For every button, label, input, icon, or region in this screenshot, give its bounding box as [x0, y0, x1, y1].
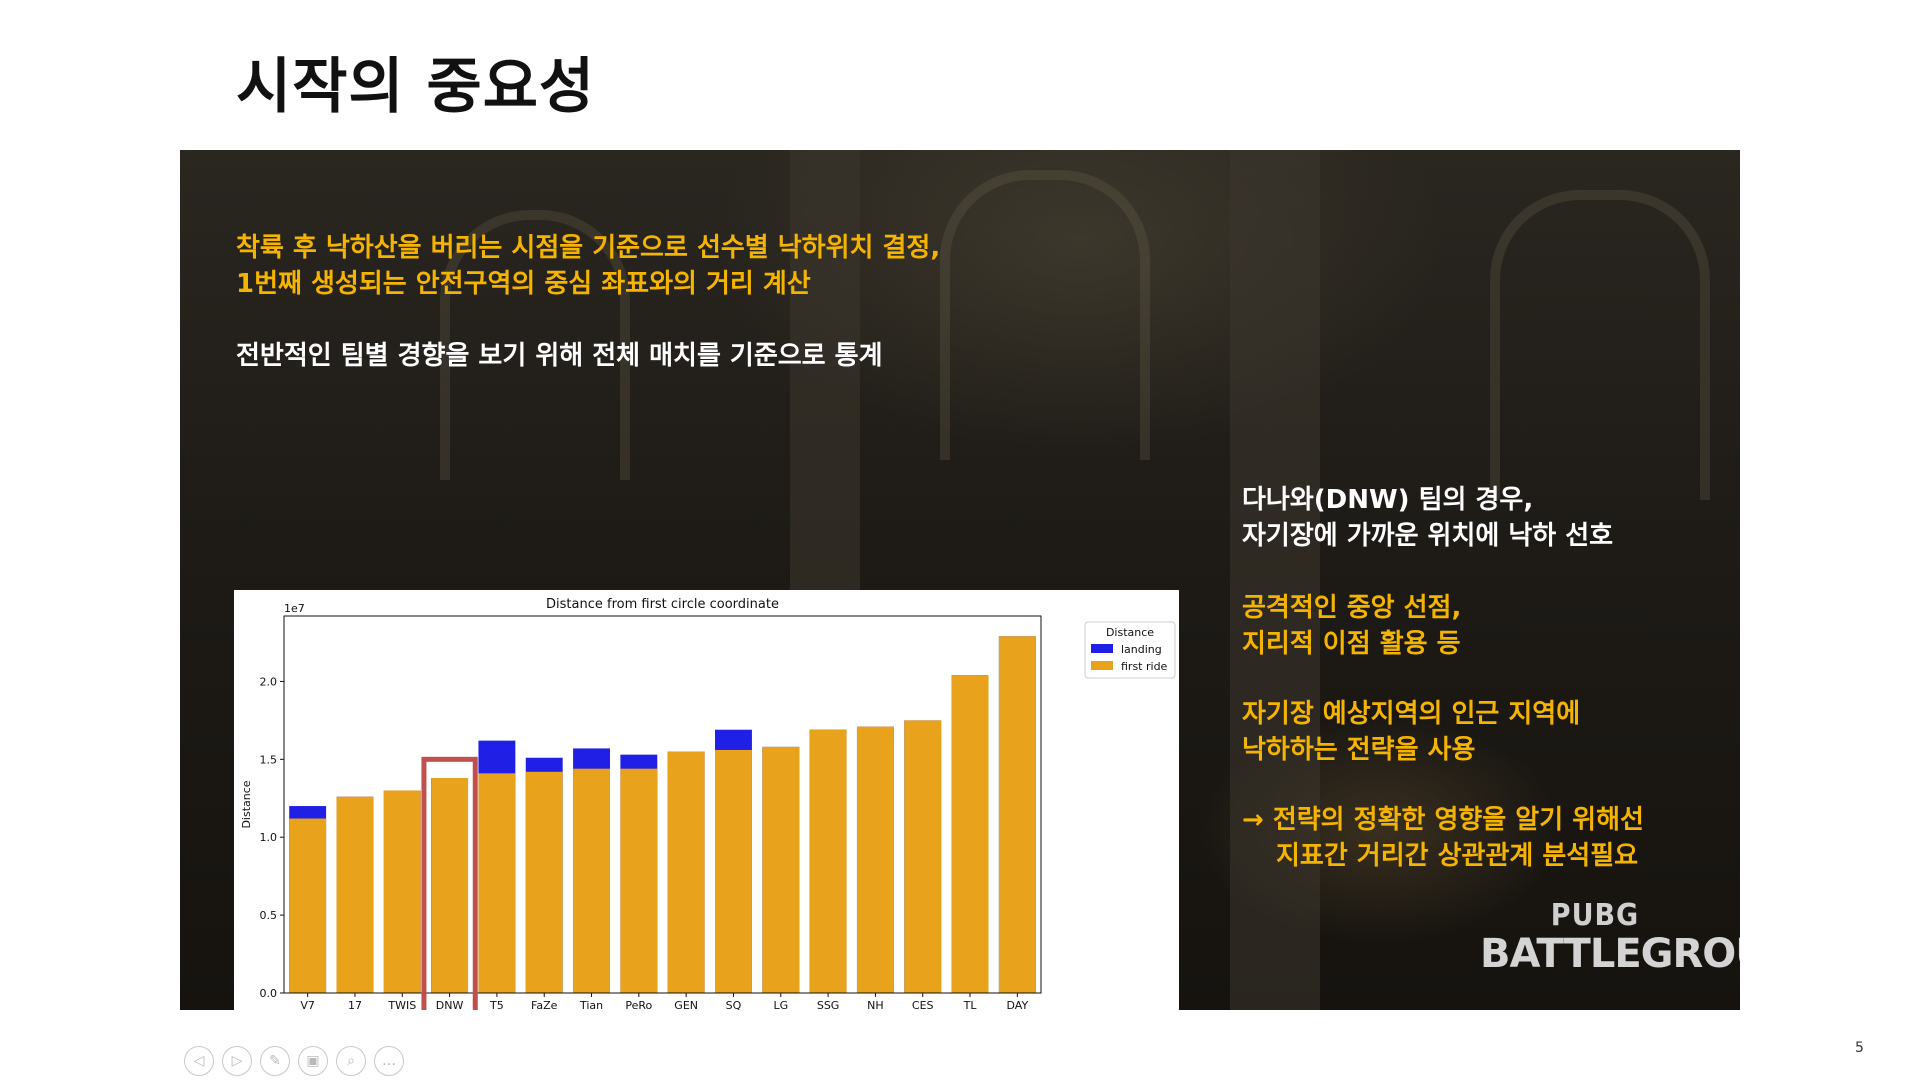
slide: 시작의 중요성 착륙 후 낙하산을 버리는 시점을 기준으로 선수별 낙하위치 …: [180, 0, 1864, 1056]
x-tick-label: CES: [912, 999, 934, 1010]
bar-first-ride: [809, 729, 847, 993]
y-tick-label: 0.0: [260, 987, 278, 1000]
legend-swatch: [1091, 661, 1113, 670]
aggressive-note-line-2: 지리적 이점 활용 등: [1242, 629, 1461, 659]
y-axis-label: Distance: [240, 780, 253, 828]
x-tick-label: T5: [489, 999, 504, 1010]
legend-entry: first ride: [1121, 660, 1168, 673]
presentation-controls: ◁ ▷ ✎ ▣ ⌕ …: [184, 1046, 404, 1076]
background-photo: 착륙 후 낙하산을 버리는 시점을 기준으로 선수별 낙하위치 결정, 1번째 …: [180, 150, 1740, 1010]
dnw-note-line-2: 자기장에 가까운 위치에 낙하 선호: [1242, 521, 1614, 551]
legend-title: Distance: [1106, 626, 1154, 639]
legend-entry: landing: [1121, 643, 1162, 656]
pillar-decoration: [1230, 150, 1320, 1010]
chart-svg: Distance from first circle coordinate 1e7…: [240, 597, 1176, 1010]
y-tick-label: 0.5: [260, 909, 278, 922]
bar-first-ride: [715, 749, 752, 993]
aggressive-note-line-1: 공격적인 중앙 선점,: [1242, 593, 1462, 623]
pubg-logo: PUBG BATTLEGROUNDS: [1480, 898, 1740, 977]
x-tick-label: SQ: [726, 999, 742, 1010]
y-tick-label: 1.0: [260, 831, 278, 844]
arch-decoration: [440, 210, 630, 480]
bar-first-ride: [289, 818, 327, 993]
bar-first-ride: [998, 636, 1036, 993]
bar-first-ride: [951, 675, 989, 993]
bar-first-ride: [856, 726, 894, 993]
dnw-highlight-box: [421, 756, 478, 1010]
x-tick-label: SSG: [817, 999, 840, 1010]
bar-first-ride: [431, 778, 469, 993]
arrow-left-icon[interactable]: ◁: [184, 1046, 214, 1076]
page-number: 5: [1855, 1040, 1864, 1056]
x-tick-label: FaZe: [531, 999, 558, 1010]
x-tick-label: Tian: [579, 999, 603, 1010]
intro-line-2: 1번째 생성되는 안전구역의 중심 좌표와의 거리 계산: [236, 269, 811, 299]
y-tick-label: 1.5: [260, 753, 278, 766]
plot-frame: [283, 615, 1042, 994]
bar-first-ride: [620, 768, 658, 993]
strategy-note-line-1: 자기장 예상지역의 인근 지역에: [1242, 699, 1581, 729]
x-tick-label: DAY: [1007, 999, 1029, 1010]
intro-text: 착륙 후 낙하산을 버리는 시점을 기준으로 선수별 낙하위치 결정, 1번째 …: [236, 230, 940, 302]
x-tick-label: LG: [773, 999, 788, 1010]
y-tick-label: 2.0: [260, 675, 278, 688]
bar-first-ride: [383, 790, 421, 993]
x-tick-label: TL: [963, 999, 978, 1010]
pen-icon[interactable]: ✎: [260, 1046, 290, 1076]
arrow-right-icon[interactable]: ▷: [222, 1046, 252, 1076]
arch-decoration: [1490, 190, 1710, 500]
arch-decoration: [940, 170, 1150, 460]
intro-line-1: 착륙 후 낙하산을 버리는 시점을 기준으로 선수별 낙하위치 결정,: [236, 233, 941, 263]
bar-first-ride: [762, 746, 800, 993]
x-tick-label: V7: [300, 999, 315, 1010]
bar-first-ride: [667, 751, 705, 993]
x-tick-label: TWIS: [387, 999, 416, 1010]
zoom-icon[interactable]: ⌕: [336, 1046, 366, 1076]
analysis-note: → 전략의 정확한 영향을 알기 위해선 지표간 거리간 상관관계 분석필요: [1242, 802, 1644, 874]
chart-title: Distance from first circle coordinate: [546, 597, 779, 612]
bar-first-ride: [573, 768, 610, 993]
dnw-note-line-1: 다나와(DNW) 팀의 경우,: [1242, 485, 1534, 515]
bar-first-ride: [336, 796, 374, 993]
analysis-note-line-1: → 전략의 정확한 영향을 알기 위해선: [1242, 805, 1644, 835]
strategy-note: 자기장 예상지역의 인근 지역에 낙하하는 전략을 사용: [1242, 696, 1580, 768]
dnw-note: 다나와(DNW) 팀의 경우, 자기장에 가까운 위치에 낙하 선호: [1242, 482, 1613, 554]
slide-title: 시작의 중요성: [236, 52, 596, 122]
strategy-note-line-2: 낙하하는 전략을 사용: [1242, 735, 1476, 765]
note-text: 전반적인 팀별 경향을 보기 위해 전체 매치를 기준으로 통계: [236, 341, 883, 371]
y-scale-label: 1e7: [284, 602, 305, 615]
x-tick-label: PeRo: [625, 999, 652, 1010]
x-tick-label: GEN: [674, 999, 698, 1010]
more-icon[interactable]: …: [374, 1046, 404, 1076]
analysis-note-line-2: 지표간 거리간 상관관계 분석필요: [1276, 841, 1639, 871]
slides-icon[interactable]: ▣: [298, 1046, 328, 1076]
legend-swatch: [1091, 644, 1113, 653]
distance-chart: Distance from first circle coordinate 1e7…: [234, 590, 1179, 1010]
brand-top: PUBG: [1550, 898, 1640, 933]
bar-first-ride: [904, 720, 942, 993]
x-tick-label: 17: [348, 999, 362, 1010]
x-tick-label: DNW: [436, 999, 464, 1010]
x-tick-label: NH: [867, 999, 884, 1010]
bar-first-ride: [525, 771, 563, 993]
aggressive-note: 공격적인 중앙 선점, 지리적 이점 활용 등: [1242, 590, 1461, 662]
bar-first-ride: [478, 773, 516, 993]
brand-main: BATTLEGROUNDS: [1480, 931, 1740, 977]
